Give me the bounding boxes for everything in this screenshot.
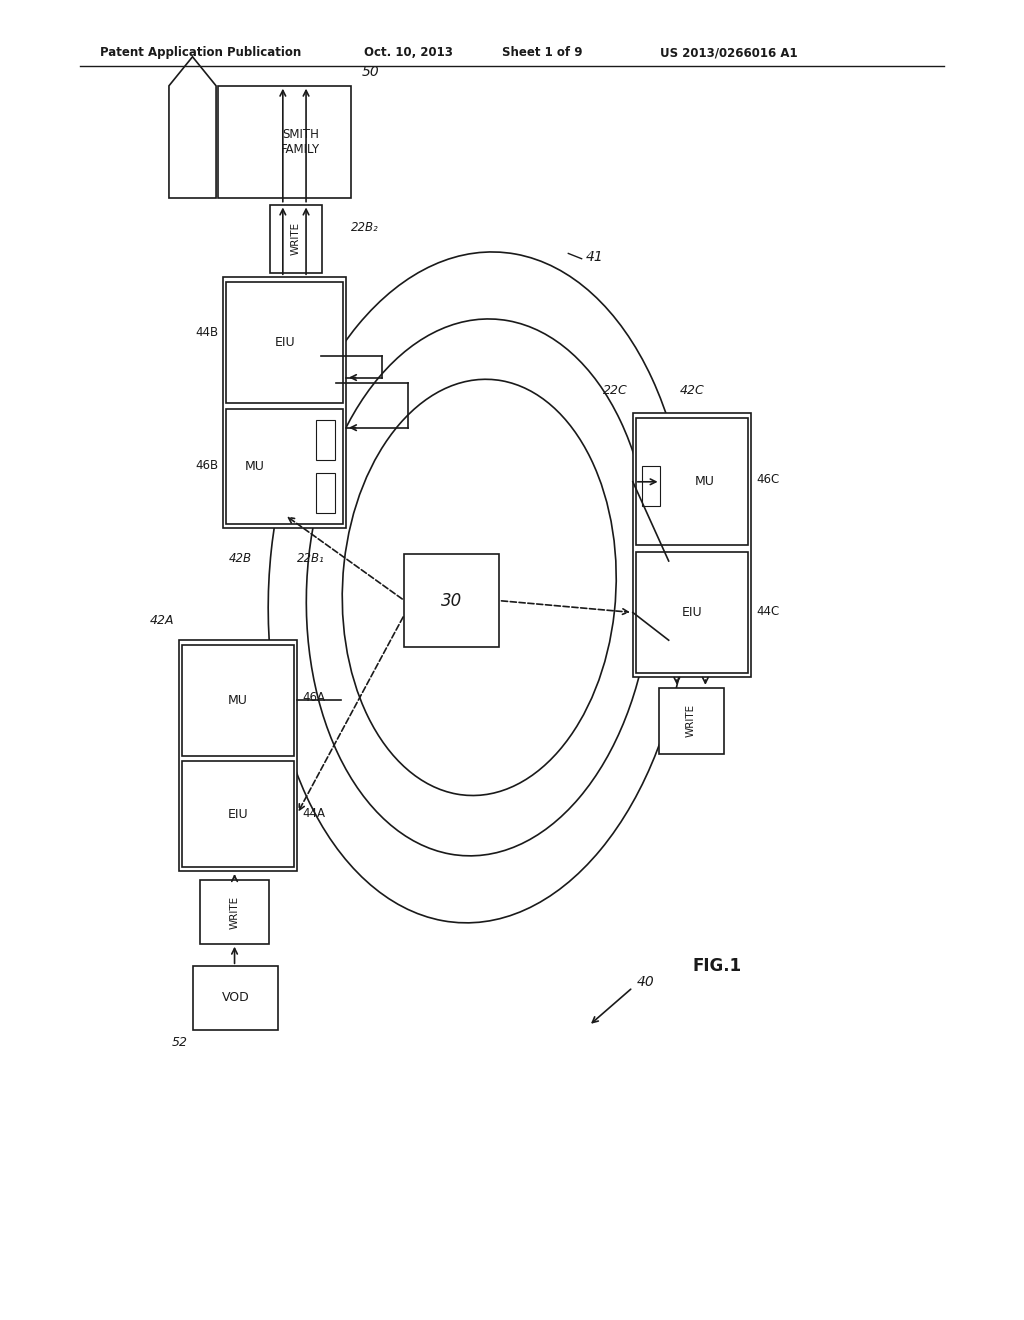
Text: EIU: EIU: [227, 808, 249, 821]
Bar: [179, 640, 297, 871]
Text: SMITH
FAMILY: SMITH FAMILY: [281, 128, 321, 156]
Text: 22C: 22C: [603, 384, 628, 397]
Bar: [270, 205, 322, 273]
Text: 41: 41: [586, 251, 603, 264]
Bar: [182, 645, 294, 755]
Text: 42C: 42C: [679, 384, 705, 397]
Text: 46B: 46B: [195, 459, 218, 471]
Text: 22B₁: 22B₁: [297, 552, 325, 565]
Bar: [636, 418, 748, 545]
Text: 50: 50: [361, 65, 379, 79]
Bar: [226, 409, 343, 524]
Bar: [223, 277, 346, 528]
Bar: [201, 880, 268, 944]
Text: 44C: 44C: [757, 605, 780, 618]
Bar: [226, 282, 343, 403]
Text: MU: MU: [245, 459, 264, 473]
Text: FIG.1: FIG.1: [692, 957, 741, 975]
Text: EIU: EIU: [274, 335, 295, 348]
Bar: [404, 554, 499, 647]
Text: EIU: EIU: [681, 606, 702, 619]
Text: VOD: VOD: [222, 991, 250, 1005]
Bar: [194, 966, 279, 1030]
Text: WRITE: WRITE: [686, 704, 696, 738]
Text: MU: MU: [228, 694, 248, 706]
Text: US 2013/0266016 A1: US 2013/0266016 A1: [660, 46, 798, 59]
Bar: [316, 473, 335, 512]
Bar: [642, 466, 660, 506]
Bar: [658, 688, 724, 754]
Text: Sheet 1 of 9: Sheet 1 of 9: [502, 46, 583, 59]
Bar: [316, 420, 335, 459]
Text: 22B₂: 22B₂: [351, 220, 379, 234]
Text: 40: 40: [637, 975, 654, 989]
Bar: [182, 760, 294, 867]
Text: 42B: 42B: [228, 552, 251, 565]
Text: 52: 52: [172, 1036, 188, 1049]
Bar: [636, 552, 748, 673]
Text: WRITE: WRITE: [291, 222, 301, 256]
Text: Oct. 10, 2013: Oct. 10, 2013: [364, 46, 453, 59]
Text: Patent Application Publication: Patent Application Publication: [100, 46, 302, 59]
Text: WRITE: WRITE: [229, 895, 240, 929]
Text: MU: MU: [695, 475, 715, 488]
Text: 42A: 42A: [150, 614, 174, 627]
Text: 46A: 46A: [302, 692, 325, 705]
Bar: [218, 86, 351, 198]
Bar: [633, 413, 751, 677]
Text: 44B: 44B: [195, 326, 218, 339]
Text: 44A: 44A: [302, 807, 325, 820]
Text: 30: 30: [441, 591, 462, 610]
Text: 46C: 46C: [757, 473, 780, 486]
